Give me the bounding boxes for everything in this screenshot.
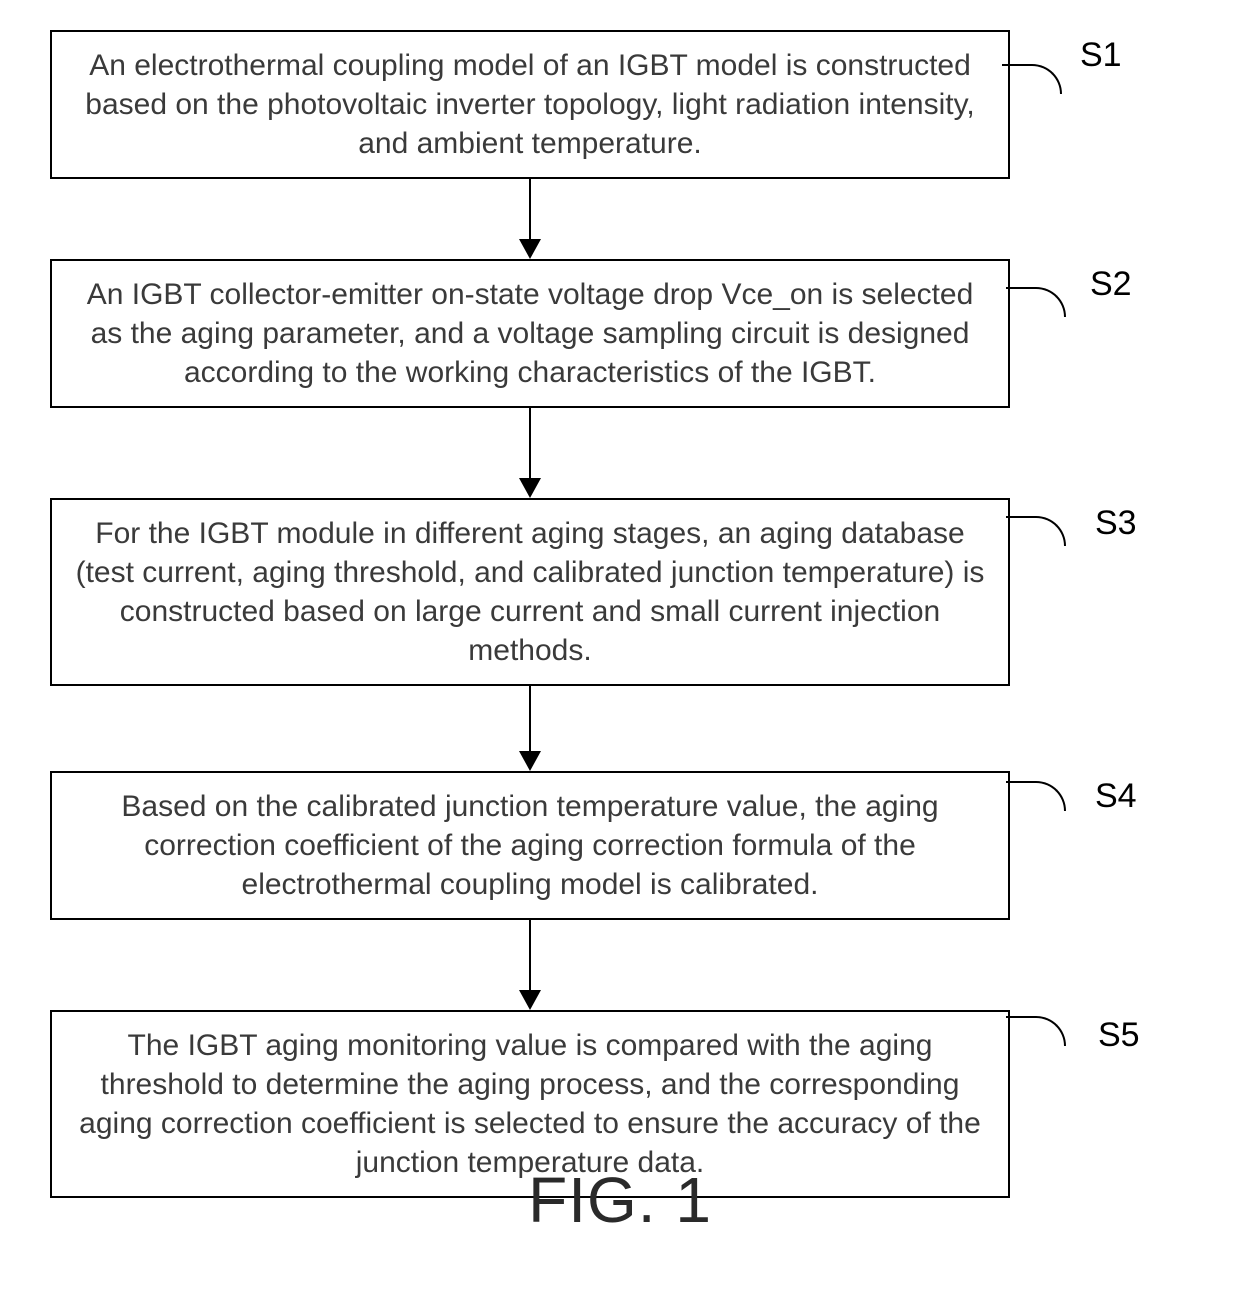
arrow-head-icon <box>519 478 541 498</box>
figure-caption: FIG. 1 <box>0 1163 1240 1237</box>
label-connector <box>1006 781 1066 811</box>
step-box: Based on the calibrated junction tempera… <box>50 771 1010 920</box>
step-label: S2 <box>1090 265 1132 304</box>
arrow-line <box>529 920 532 990</box>
flowchart-container: An electrothermal coupling model of an I… <box>50 30 1190 1198</box>
step-row: An electrothermal coupling model of an I… <box>50 30 1190 179</box>
step-box: An electrothermal coupling model of an I… <box>50 30 1010 179</box>
step-row: An IGBT collector-emitter on-state volta… <box>50 259 1190 408</box>
step-label: S3 <box>1095 504 1137 543</box>
arrow-line <box>529 408 532 478</box>
arrow-head-icon <box>519 751 541 771</box>
arrow-down <box>50 686 1010 771</box>
label-connector <box>1006 1016 1066 1046</box>
label-connector <box>1002 64 1062 94</box>
arrow-down <box>50 179 1010 259</box>
step-row: For the IGBT module in different aging s… <box>50 498 1190 686</box>
label-connector <box>1006 287 1066 317</box>
step-box: An IGBT collector-emitter on-state volta… <box>50 259 1010 408</box>
arrow-line <box>529 179 532 239</box>
label-connector <box>1006 516 1066 546</box>
step-label: S4 <box>1095 777 1137 816</box>
arrow-head-icon <box>519 239 541 259</box>
step-row: Based on the calibrated junction tempera… <box>50 771 1190 920</box>
arrow-head-icon <box>519 990 541 1010</box>
step-label: S5 <box>1098 1016 1140 1055</box>
step-label: S1 <box>1080 36 1122 75</box>
arrow-down <box>50 920 1010 1010</box>
step-box: For the IGBT module in different aging s… <box>50 498 1010 686</box>
arrow-down <box>50 408 1010 498</box>
arrow-line <box>529 686 532 751</box>
